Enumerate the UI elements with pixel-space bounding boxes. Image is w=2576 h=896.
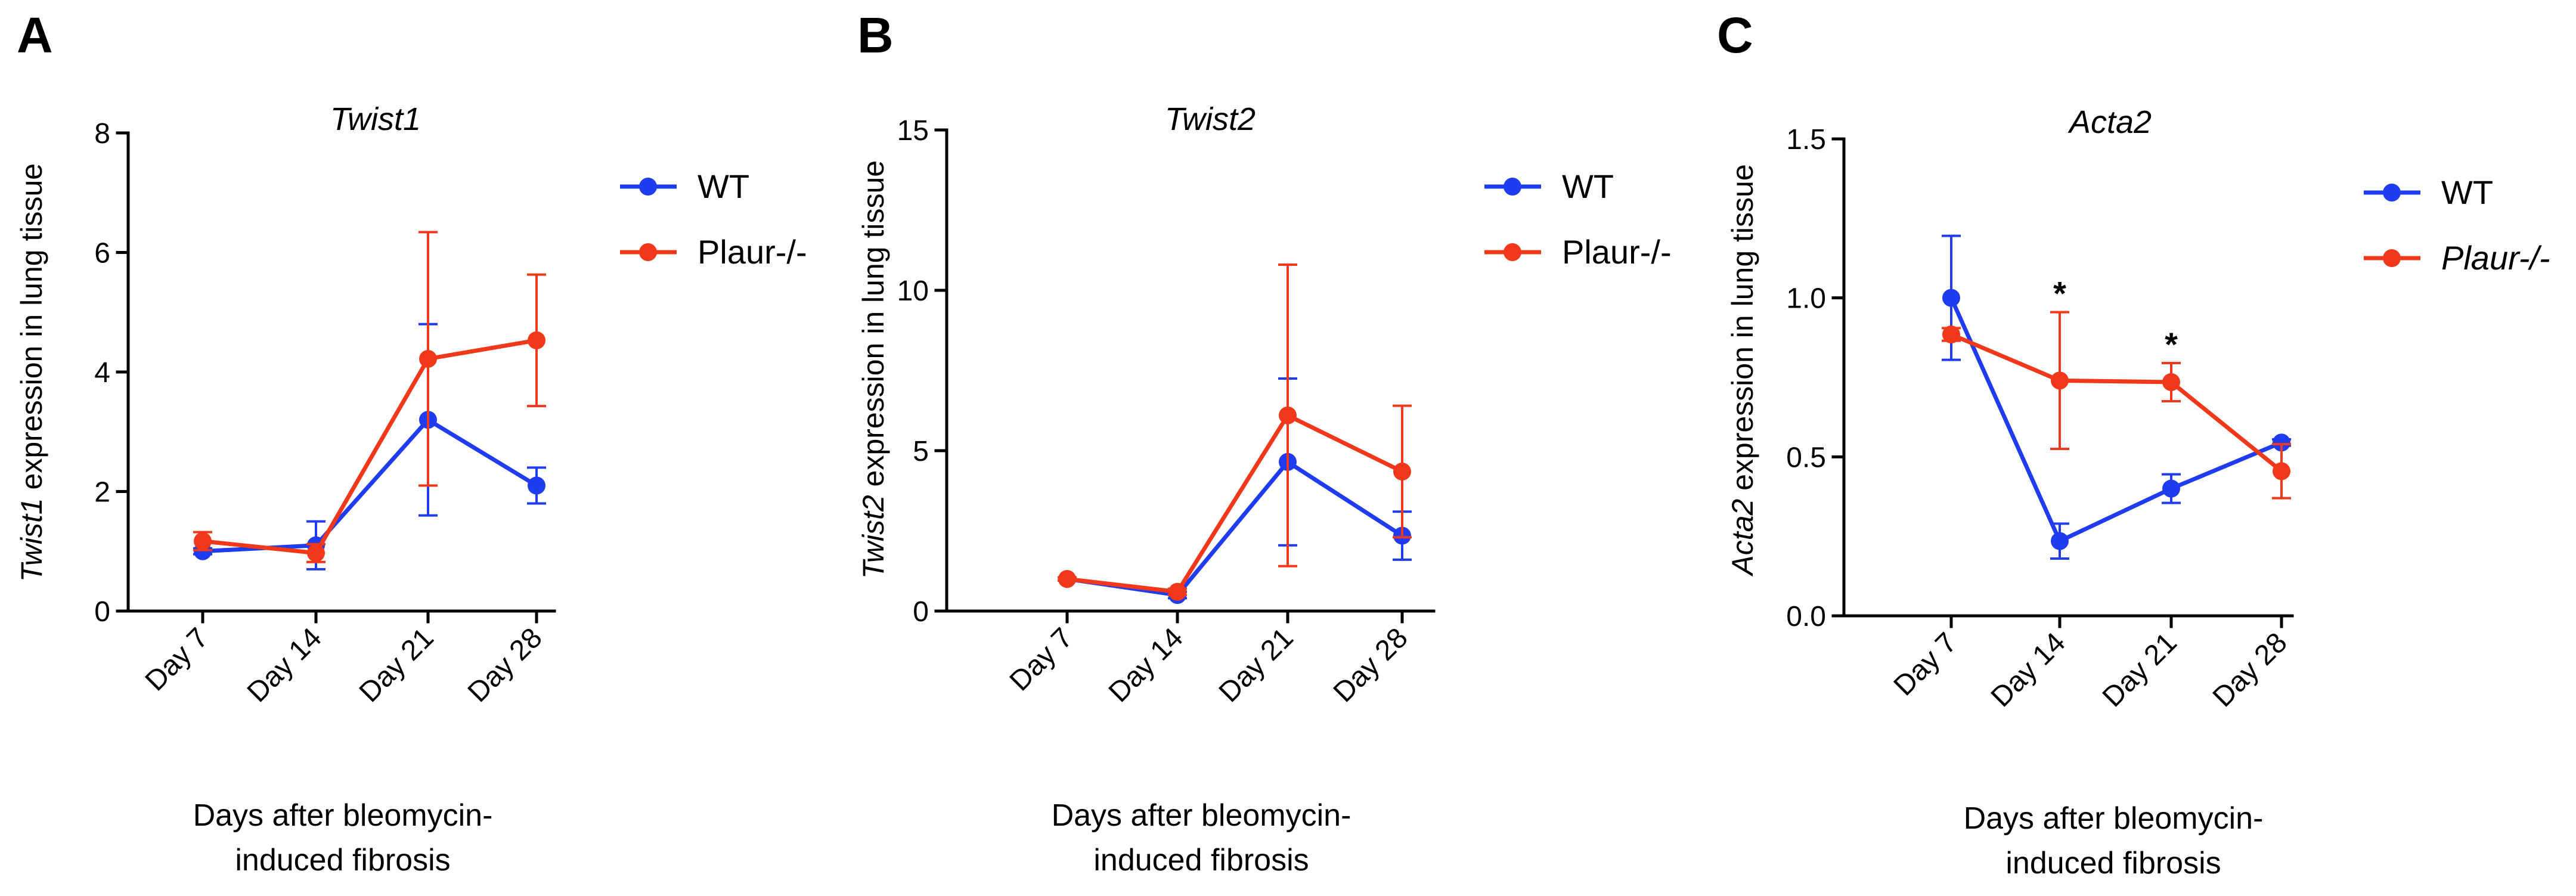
- y-tick-label: 10: [897, 275, 929, 307]
- legend-label: Plaur-/-: [1562, 233, 1672, 271]
- legend-wt: WT: [1484, 168, 1614, 205]
- y-axis-label-text: expression in lung tissue: [1726, 164, 1759, 498]
- panel-c: C Acta2 0.0 0.5 1.0 1.5 Day 7 Day 14 Day 21 Day 2…: [1717, 7, 2550, 881]
- chart-title: Twist2: [1165, 101, 1256, 137]
- legend-label: Plaur-/-: [698, 233, 807, 271]
- legend-marker: [639, 243, 657, 261]
- y-tick-label: 8: [94, 118, 110, 150]
- y-tick-label: 0.5: [1786, 442, 1826, 473]
- x-axis-label-line: induced fibrosis: [235, 843, 450, 878]
- y-tick-label: 1.0: [1786, 283, 1826, 315]
- y-tick-label: 2: [94, 477, 110, 509]
- series-wt: [1058, 377, 1412, 604]
- y-axis-label-gene: Twist2: [857, 495, 890, 579]
- series-ko: [1058, 263, 1412, 601]
- x-axis-label-line: Days after bleomycin-: [1052, 798, 1351, 833]
- series-wt: [193, 323, 546, 571]
- x-tick-label: Day 14: [1103, 622, 1189, 708]
- y-axis-label-gene: Twist1: [15, 498, 48, 582]
- y-tick-label: 15: [897, 115, 929, 147]
- series-line: [1950, 332, 2283, 473]
- y-axis-label-text: expression in lung tissue: [15, 163, 48, 498]
- x-tick-label: Day 7: [140, 622, 215, 697]
- series-ko: [193, 231, 546, 563]
- panel-b: B Twist2 0 5 10 15 Day 7 Day 14 Day 21 Day 28 Twis…: [857, 7, 1672, 878]
- y-axis-label-text: expression in lung tissue: [857, 160, 890, 495]
- y-axis-label-gene: Acta2: [1726, 499, 1759, 577]
- x-tick-label: Day 14: [1985, 627, 2072, 713]
- legend-label: WT: [2441, 173, 2493, 211]
- data-point: [419, 349, 437, 368]
- data-point: [2162, 479, 2180, 498]
- legend-label: WT: [698, 168, 749, 205]
- x-axis-label-line: Days after bleomycin-: [1964, 801, 2264, 836]
- legend-ko: Plaur-/-: [2364, 239, 2550, 277]
- data-point: [194, 532, 212, 550]
- series-line: [202, 417, 538, 554]
- x-tick-label: Day 28: [2207, 627, 2293, 713]
- panel-letter: A: [17, 7, 53, 63]
- y-tick-label: 5: [913, 436, 929, 467]
- series-ko: [1942, 311, 2291, 500]
- legend-label: Plaur-/-: [2441, 239, 2550, 277]
- data-point: [528, 476, 545, 495]
- x-tick-label: Day 28: [1328, 622, 1414, 708]
- x-axis-label-line: induced fibrosis: [2005, 846, 2221, 881]
- legend-wt: WT: [2364, 173, 2493, 211]
- series-line: [1067, 413, 1403, 594]
- legend-ko: Plaur-/-: [620, 233, 807, 271]
- x-axis-label-line: induced fibrosis: [1093, 843, 1309, 878]
- y-axis-label: Twist2 expression in lung tissue: [857, 160, 890, 579]
- data-point: [528, 331, 545, 349]
- legend-wt: WT: [620, 168, 749, 205]
- x-tick-label: Day 21: [354, 622, 440, 708]
- significance-marker: *: [2053, 275, 2066, 312]
- data-point: [2273, 462, 2290, 480]
- x-tick-label: Day 28: [462, 622, 548, 708]
- y-tick-label: 0: [94, 596, 110, 628]
- panel-letter: C: [1717, 7, 1753, 63]
- data-point: [1279, 406, 1297, 424]
- data-point: [1942, 289, 1960, 307]
- chart-title: Acta2: [2067, 104, 2152, 140]
- series-line: [1067, 460, 1403, 597]
- data-point: [1058, 570, 1076, 588]
- x-tick-label: Day 14: [241, 622, 328, 708]
- data-point: [2273, 433, 2290, 452]
- x-tick-label: Day 7: [1888, 627, 1963, 702]
- significance-marker: *: [2165, 325, 2178, 363]
- data-point: [2051, 371, 2069, 390]
- data-point: [1168, 582, 1186, 601]
- data-point: [307, 544, 325, 562]
- series-wt: [1942, 234, 2291, 560]
- data-point: [1942, 325, 1960, 343]
- legend-label: WT: [1562, 168, 1614, 205]
- series-line: [1949, 297, 2283, 544]
- x-axis-label-line: Days after bleomycin-: [193, 798, 493, 833]
- y-tick-label: 1.5: [1786, 124, 1826, 156]
- chart-title: Twist1: [330, 101, 421, 137]
- legend-ko: Plaur-/-: [1484, 233, 1672, 271]
- legend-marker: [2383, 184, 2401, 201]
- x-tick-label: Day 7: [1004, 622, 1079, 697]
- y-axis-label: Acta2 expression in lung tissue: [1726, 164, 1759, 576]
- series-line: [202, 338, 537, 556]
- legend-marker: [2383, 249, 2401, 267]
- y-axis-label: Twist1 expression in lung tissue: [15, 163, 48, 582]
- legend-marker: [639, 178, 657, 196]
- legend-marker: [1504, 178, 1521, 196]
- y-tick-label: 0.0: [1786, 601, 1826, 633]
- panel-letter: B: [857, 7, 894, 63]
- data-point: [2051, 532, 2069, 550]
- y-tick-label: 4: [94, 357, 110, 389]
- panel-a: A Twist1 0 2 4 6 8 Day 7 Day 14 Day 21 Day 28 Twist…: [15, 7, 807, 878]
- data-point: [2162, 373, 2180, 391]
- data-point: [1393, 462, 1411, 480]
- x-tick-label: Day 21: [1213, 622, 1300, 708]
- y-tick-label: 6: [94, 238, 110, 269]
- legend-marker: [1504, 243, 1521, 261]
- y-tick-label: 0: [913, 596, 929, 628]
- x-tick-label: Day 21: [2097, 627, 2183, 713]
